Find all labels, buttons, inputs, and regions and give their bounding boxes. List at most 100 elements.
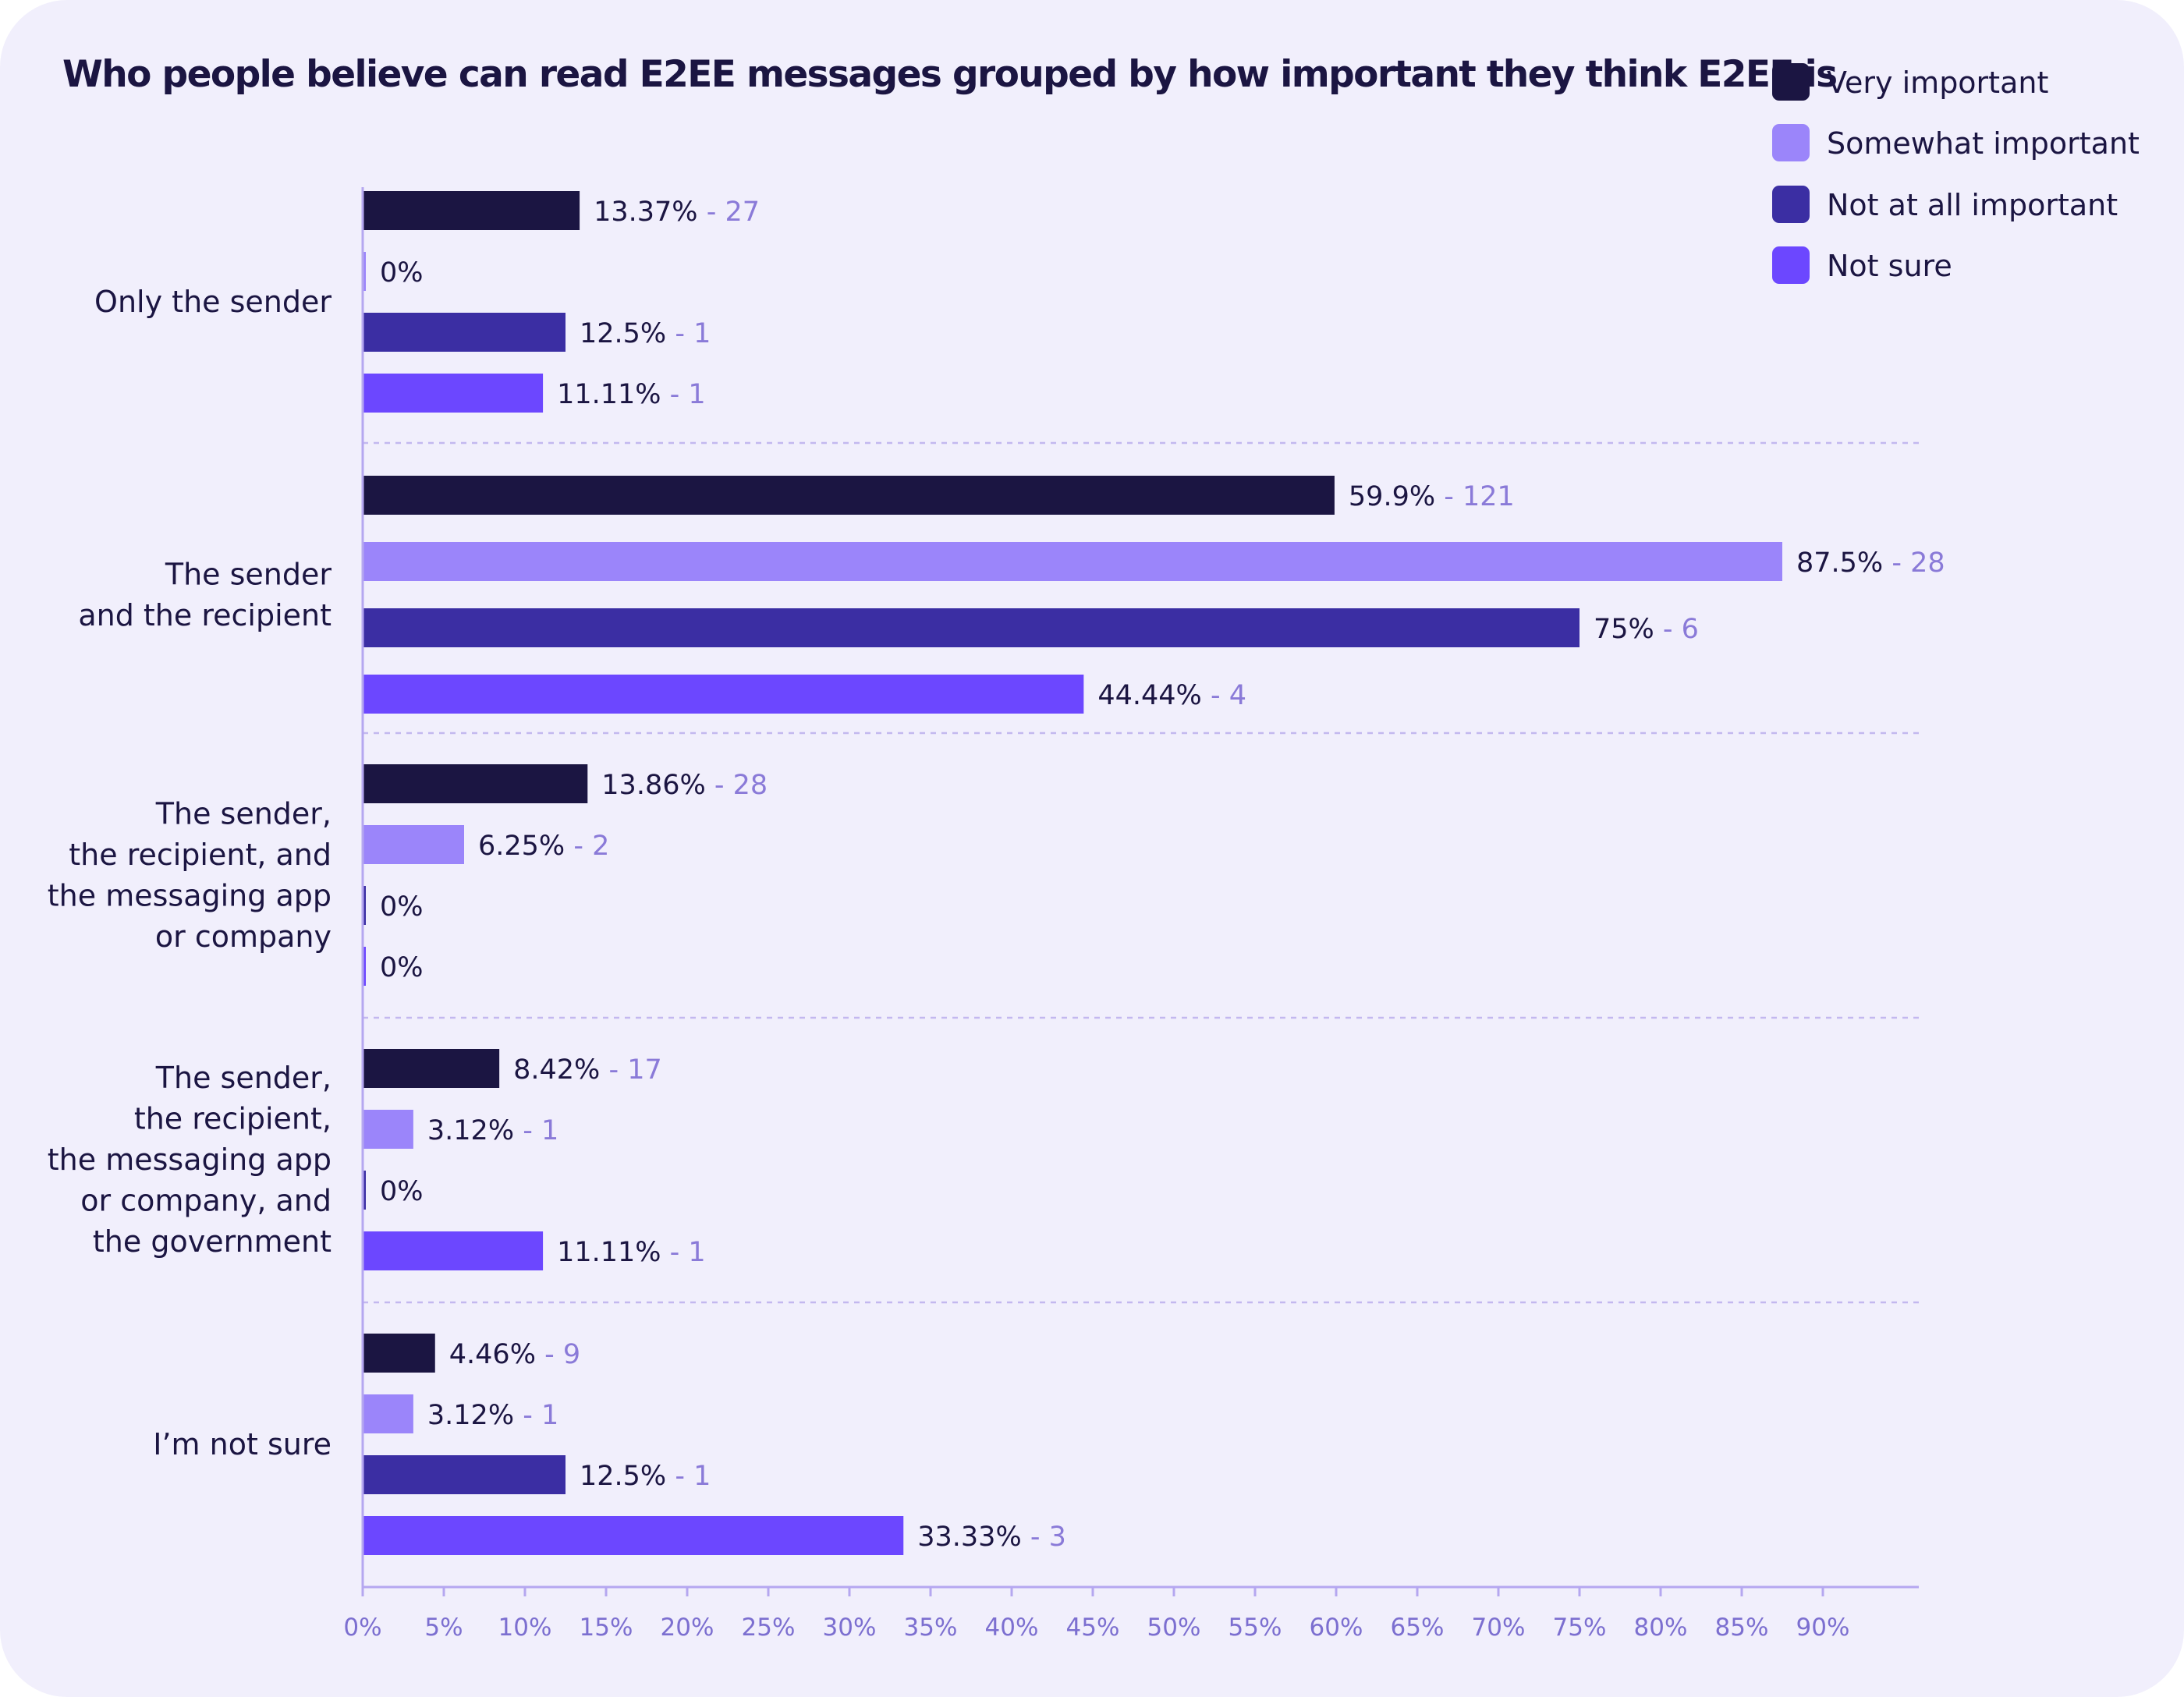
x-tick-label: 25% bbox=[742, 1614, 796, 1642]
x-tick-label: 45% bbox=[1066, 1614, 1120, 1642]
bar-value-label: 87.5% - 28 bbox=[1796, 547, 1945, 579]
bar-not-at-all-important bbox=[363, 1171, 366, 1210]
legend-label: Not sure bbox=[1827, 249, 1952, 283]
bar-count: - 4 bbox=[1202, 680, 1246, 711]
legend-swatch bbox=[1772, 246, 1810, 284]
bar-count: - 17 bbox=[600, 1054, 661, 1086]
category-label: The sender, the recipient, and the messagi… bbox=[48, 796, 332, 954]
bar-value-label: 6.25% - 2 bbox=[478, 831, 609, 862]
bar-percentage: 44.44% bbox=[1097, 680, 1201, 711]
bar-count: - 1 bbox=[666, 318, 711, 349]
category-label-line: the messaging app bbox=[48, 1143, 332, 1177]
bar-count: - 28 bbox=[706, 770, 768, 801]
category-label-line: The sender, bbox=[155, 1061, 332, 1095]
bar-not-sure bbox=[363, 947, 366, 986]
bar-value-label: 44.44% - 4 bbox=[1097, 680, 1246, 711]
x-tick-label: 50% bbox=[1147, 1614, 1201, 1642]
bar-value-label: 0% bbox=[380, 257, 424, 289]
bar-somewhat-important bbox=[363, 1394, 413, 1433]
bar-percentage: 33.33% bbox=[917, 1522, 1021, 1553]
bar-percentage: 13.37% bbox=[594, 197, 697, 228]
bar-count: - 1 bbox=[514, 1115, 558, 1146]
bar-value-label: 0% bbox=[380, 1176, 424, 1207]
bar-count: - 1 bbox=[666, 1461, 711, 1492]
bar-not-at-all-important bbox=[363, 313, 566, 352]
legend-swatch bbox=[1772, 124, 1810, 161]
x-tick-label: 40% bbox=[985, 1614, 1039, 1642]
x-tick-label: 70% bbox=[1472, 1614, 1526, 1642]
bar-count: - 3 bbox=[1022, 1522, 1066, 1553]
bar-value-label: 13.37% - 27 bbox=[594, 197, 760, 228]
x-tick-label: 90% bbox=[1796, 1614, 1850, 1642]
category-label-line: Only the sender bbox=[94, 285, 332, 319]
x-tick-label: 5% bbox=[424, 1614, 463, 1642]
bar-value-label: 59.9% - 121 bbox=[1349, 481, 1515, 512]
bar-value-label: 12.5% - 1 bbox=[580, 318, 711, 349]
bar-very-important bbox=[363, 1334, 435, 1373]
x-tick-label: 20% bbox=[661, 1614, 714, 1642]
category-label-line: and the recipient bbox=[78, 598, 332, 632]
x-tick-label: 35% bbox=[904, 1614, 958, 1642]
legend-swatch bbox=[1772, 186, 1810, 223]
category-label: Only the sender bbox=[94, 285, 332, 319]
x-tick-label: 30% bbox=[823, 1614, 877, 1642]
bar-percentage: 8.42% bbox=[513, 1054, 600, 1086]
bar-value-label: 0% bbox=[380, 952, 424, 983]
bar-count: - 6 bbox=[1654, 614, 1699, 645]
bar-very-important bbox=[363, 476, 1335, 515]
bar-value-label: 11.11% - 1 bbox=[557, 379, 706, 410]
category-label-line: The sender, bbox=[155, 796, 332, 831]
bar-very-important bbox=[363, 191, 580, 230]
bar-value-label: 4.46% - 9 bbox=[449, 1339, 580, 1370]
bar-value-label: 13.86% - 28 bbox=[601, 770, 768, 801]
bar-not-sure bbox=[363, 675, 1084, 714]
x-tick-label: 60% bbox=[1310, 1614, 1363, 1642]
legend-swatch bbox=[1772, 63, 1810, 101]
bar-percentage: 12.5% bbox=[580, 1461, 666, 1492]
bar-very-important bbox=[363, 1049, 500, 1088]
bar-not-sure bbox=[363, 1231, 544, 1270]
category-label-line: the government bbox=[93, 1224, 332, 1259]
bar-value-label: 33.33% - 3 bbox=[917, 1522, 1066, 1553]
bar-count: - 1 bbox=[661, 379, 706, 410]
bar-count: - 1 bbox=[661, 1237, 706, 1268]
bar-percentage: 4.46% bbox=[449, 1339, 536, 1370]
category-label: I’m not sure bbox=[153, 1427, 332, 1461]
bar-percentage: 0% bbox=[380, 1176, 424, 1207]
bar-count: - 2 bbox=[565, 831, 609, 862]
bar-percentage: 59.9% bbox=[1349, 481, 1435, 512]
bar-count: - 9 bbox=[536, 1339, 580, 1370]
category-label-line: or company, and bbox=[80, 1184, 332, 1218]
x-tick-label: 15% bbox=[580, 1614, 633, 1642]
bar-percentage: 12.5% bbox=[580, 318, 666, 349]
bar-percentage: 6.25% bbox=[478, 831, 565, 862]
bar-percentage: 0% bbox=[380, 952, 424, 983]
category-label-line: the recipient, and bbox=[69, 838, 332, 872]
bar-value-label: 3.12% - 1 bbox=[427, 1400, 558, 1431]
bar-count: - 27 bbox=[698, 197, 760, 228]
bar-value-label: 12.5% - 1 bbox=[580, 1461, 711, 1492]
bar-percentage: 11.11% bbox=[557, 1237, 661, 1268]
bar-percentage: 0% bbox=[380, 891, 424, 923]
x-tick-label: 10% bbox=[498, 1614, 552, 1642]
x-tick-label: 0% bbox=[343, 1614, 381, 1642]
bar-percentage: 87.5% bbox=[1796, 547, 1883, 579]
bar-somewhat-important bbox=[363, 542, 1782, 581]
bar-not-sure bbox=[363, 1516, 904, 1555]
bar-somewhat-important bbox=[363, 825, 464, 864]
x-tick-label: 75% bbox=[1553, 1614, 1607, 1642]
chart-title: Who people believe can read E2EE message… bbox=[62, 53, 1838, 96]
bar-somewhat-important bbox=[363, 252, 366, 291]
category-label-line: the messaging app bbox=[48, 878, 332, 912]
x-tick-label: 65% bbox=[1391, 1614, 1445, 1642]
bar-very-important bbox=[363, 764, 588, 803]
bar-percentage: 11.11% bbox=[557, 379, 661, 410]
bar-somewhat-important bbox=[363, 1110, 413, 1149]
bar-not-at-all-important bbox=[363, 608, 1580, 647]
category-label: The sender and the recipient bbox=[78, 557, 332, 632]
category-label: The sender, the recipient, the messaging a… bbox=[48, 1061, 332, 1259]
x-tick-label: 55% bbox=[1228, 1614, 1282, 1642]
bar-percentage: 3.12% bbox=[427, 1115, 514, 1146]
